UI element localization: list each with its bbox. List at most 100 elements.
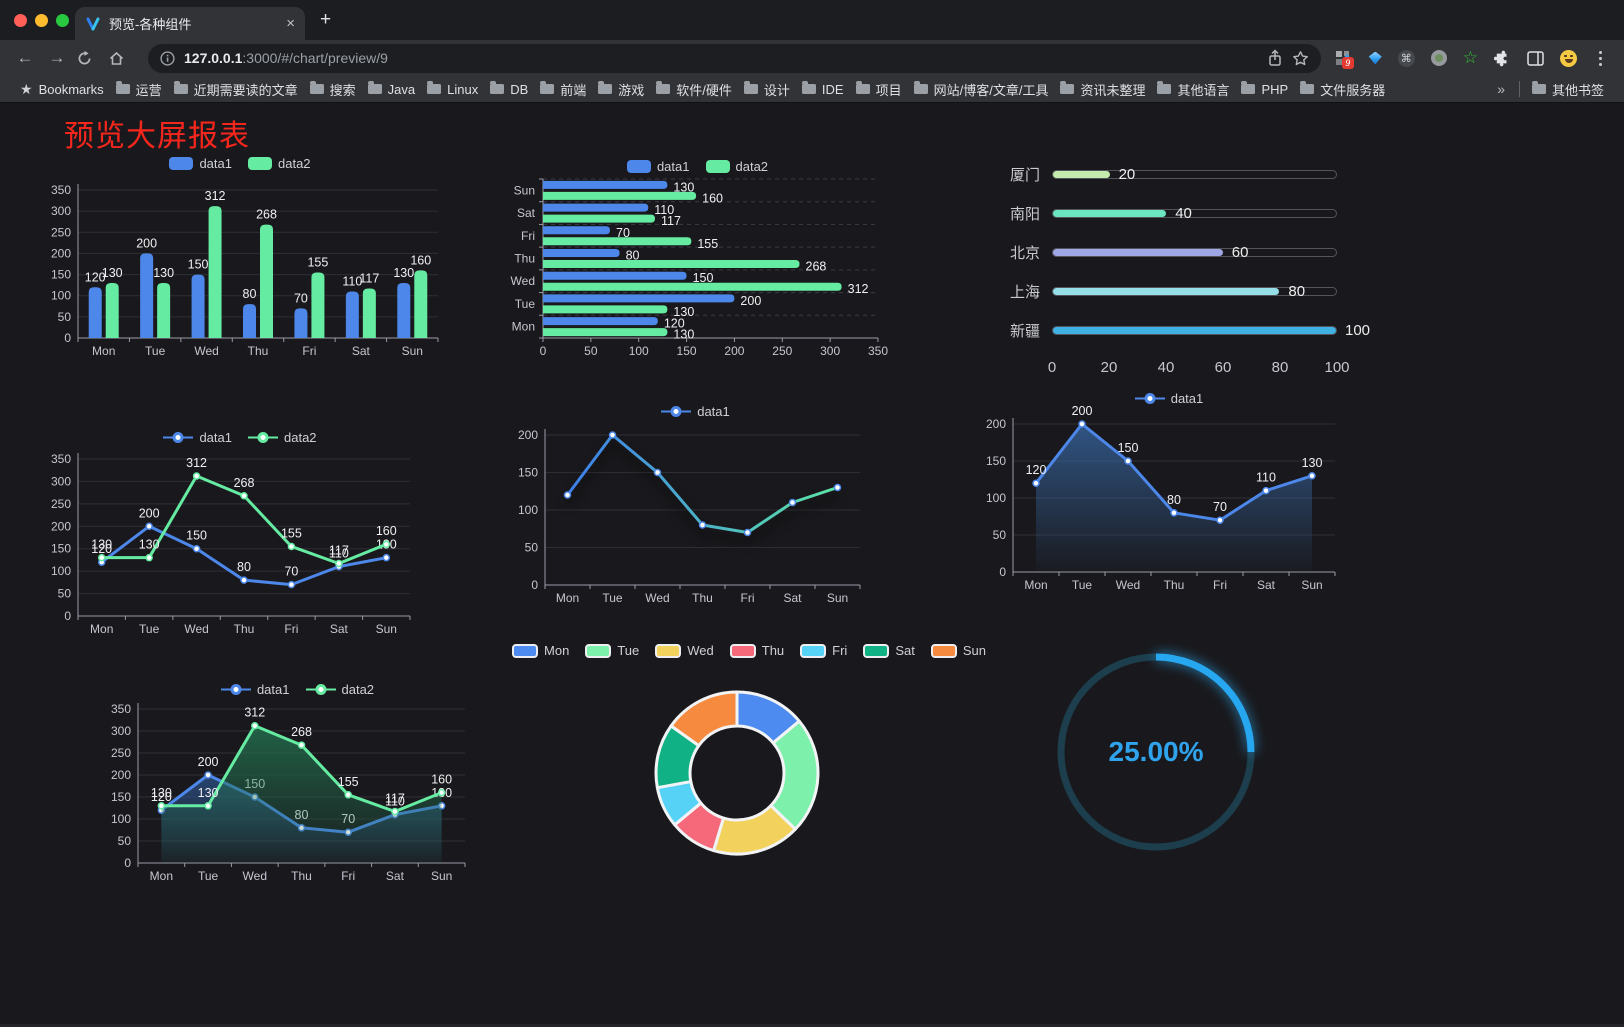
bookmark-folder-label: 其他语言 [1177, 82, 1230, 98]
svg-text:70: 70 [284, 565, 298, 579]
progress-row: 厦门 20 [1010, 163, 1337, 185]
bookmark-folder[interactable]: 其他语言 [1151, 78, 1235, 101]
bookmark-folder[interactable]: 游戏 [592, 78, 650, 101]
legend-item[interactable]: data2 [248, 430, 317, 445]
bookmark-folder[interactable]: 设计 [738, 78, 796, 101]
legend-item[interactable]: Wed [655, 643, 714, 658]
legend-item[interactable]: Sat [863, 643, 915, 658]
legend-item[interactable]: data2 [705, 159, 768, 174]
legend-item[interactable]: data1 [169, 156, 232, 171]
ext-emoji-icon[interactable] [1560, 49, 1577, 67]
ext-command-icon[interactable]: ⌘ [1397, 49, 1415, 67]
axis-tick-label: 20 [1100, 359, 1118, 376]
legend-line-marker [248, 432, 278, 443]
site-info-icon[interactable] [160, 50, 175, 66]
home-button[interactable] [108, 50, 134, 67]
legend-item[interactable]: data2 [305, 682, 374, 697]
bookmark-folder[interactable]: 运营 [110, 78, 168, 101]
svg-text:0: 0 [124, 856, 131, 870]
forward-button[interactable]: → [48, 48, 66, 67]
bookmark-folder[interactable]: 资讯未整理 [1054, 78, 1151, 101]
bookmark-folder[interactable]: 网站/博客/文章/工具 [908, 78, 1055, 101]
page-title: 预览大屏报表 [64, 120, 250, 153]
share-button[interactable] [1267, 49, 1283, 67]
svg-text:0: 0 [64, 609, 71, 623]
legend-item[interactable]: Tue [585, 643, 639, 658]
bookmarks-manager[interactable]: ★ Bookmarks [14, 79, 110, 100]
bookmark-star-button[interactable] [1292, 50, 1309, 67]
legend-item[interactable]: data1 [626, 159, 690, 174]
zoom-window-button[interactable] [56, 14, 69, 27]
new-tab-button[interactable]: + [320, 9, 332, 30]
bookmark-folder[interactable]: 前端 [534, 78, 592, 101]
svg-text:50: 50 [584, 344, 598, 358]
svg-text:Fri: Fri [341, 869, 355, 883]
ext-recorder-icon[interactable] [1430, 50, 1447, 66]
bookmark-folder[interactable]: 项目 [850, 78, 908, 101]
svg-text:80: 80 [243, 287, 257, 301]
bookmark-folder[interactable]: 文件服务器 [1294, 78, 1391, 101]
extension-badge: 9 [1341, 57, 1354, 69]
bookmark-folder[interactable]: 近期需要读的文章 [168, 78, 304, 101]
tab-close-icon[interactable]: × [286, 15, 295, 32]
folder-icon [1241, 81, 1256, 94]
progress-fill [1053, 287, 1280, 295]
minimize-window-button[interactable] [35, 14, 48, 27]
legend-item[interactable]: data2 [248, 156, 311, 171]
legend-swatch [930, 643, 957, 658]
svg-text:Sat: Sat [1257, 578, 1276, 592]
ext-xdebug-icon[interactable]: ☆ [1462, 48, 1478, 67]
axis-tick-label: 40 [1157, 359, 1175, 376]
legend-item[interactable]: data1 [163, 430, 232, 445]
bookmark-folder[interactable]: Linux [421, 80, 484, 99]
svg-text:Tue: Tue [602, 591, 623, 605]
tab-title: 预览-各种组件 [109, 17, 192, 32]
svg-text:200: 200 [139, 506, 160, 520]
bookmark-folder[interactable]: DB [484, 80, 534, 99]
legend-item[interactable]: data1 [1134, 391, 1203, 406]
legend-swatch [248, 157, 272, 170]
svg-text:70: 70 [294, 291, 308, 305]
bookmarks-overflow-button[interactable]: » [1497, 81, 1505, 97]
legend-item[interactable]: Thu [729, 643, 784, 658]
sidebar-icon[interactable] [1527, 50, 1544, 66]
svg-text:110: 110 [1256, 471, 1276, 485]
extensions-puzzle-icon[interactable] [1494, 50, 1511, 67]
close-window-button[interactable] [14, 14, 27, 27]
svg-text:155: 155 [281, 526, 302, 540]
bookmark-folder[interactable]: 搜索 [304, 78, 362, 101]
folder-icon [540, 81, 555, 94]
svg-text:117: 117 [359, 272, 379, 286]
progress-fill [1053, 326, 1336, 334]
ext-gem-icon[interactable] [1368, 51, 1382, 65]
svg-text:0: 0 [999, 565, 1006, 579]
progress-track: 60 [1052, 244, 1337, 261]
bookmark-folder[interactable]: 软件/硬件 [650, 78, 738, 101]
browser-tab[interactable]: 预览-各种组件 × [75, 7, 305, 40]
chart-line-gradient: 0 50 100 150 200 Mon Tue Wed Thu Fri Sat Sun data1 [503, 395, 888, 627]
svg-text:Fri: Fri [302, 344, 316, 358]
svg-text:200: 200 [111, 768, 131, 782]
bookmark-folder[interactable]: IDE [796, 80, 850, 99]
ext-grid-icon[interactable]: 9 [1335, 49, 1354, 69]
folder-icon [1060, 81, 1075, 94]
address-bar[interactable]: 127.0.0.1:3000/#/chart/preview/9 [148, 43, 1321, 73]
other-bookmarks-button[interactable]: 其他书签 [1526, 78, 1610, 101]
legend-item[interactable]: Sun [930, 643, 986, 658]
svg-text:Mon: Mon [92, 344, 115, 358]
legend-item[interactable]: Mon [512, 643, 569, 658]
legend-item[interactable]: Fri [800, 643, 847, 658]
svg-text:130: 130 [393, 266, 414, 280]
svg-text:130: 130 [673, 305, 694, 319]
chart-legend: data1 data2 [100, 682, 495, 697]
reload-button[interactable] [76, 50, 102, 67]
bookmark-folder[interactable]: Java [362, 80, 421, 99]
legend-item[interactable]: data1 [661, 404, 730, 419]
bookmark-folder[interactable]: PHP [1235, 80, 1294, 99]
legend-item[interactable]: data1 [220, 682, 290, 697]
legend-swatch [585, 643, 612, 658]
svg-text:160: 160 [431, 773, 452, 787]
back-button[interactable]: ← [16, 48, 34, 67]
svg-text:Sun: Sun [402, 344, 423, 358]
menu-icon[interactable] [1599, 56, 1602, 60]
